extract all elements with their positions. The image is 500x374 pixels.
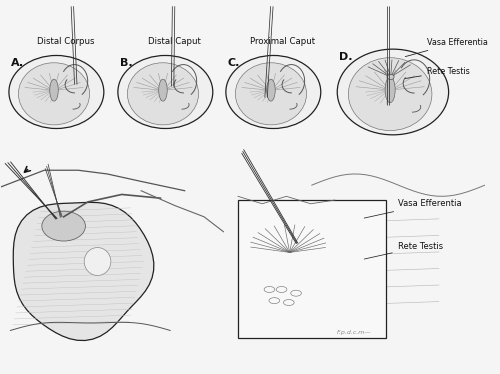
- Circle shape: [118, 55, 213, 129]
- Ellipse shape: [128, 63, 198, 125]
- Ellipse shape: [236, 63, 306, 125]
- Ellipse shape: [84, 248, 111, 276]
- Polygon shape: [14, 202, 154, 340]
- Circle shape: [9, 55, 104, 129]
- Ellipse shape: [266, 79, 275, 101]
- Text: D.: D.: [339, 52, 352, 62]
- Text: Rete Testis: Rete Testis: [406, 67, 469, 79]
- Circle shape: [388, 74, 394, 80]
- Bar: [238, 200, 386, 338]
- Text: A.: A.: [11, 58, 24, 68]
- Ellipse shape: [18, 63, 90, 125]
- Circle shape: [337, 49, 448, 135]
- Ellipse shape: [158, 79, 167, 101]
- Ellipse shape: [50, 79, 58, 101]
- Text: Rete Testis: Rete Testis: [364, 242, 443, 259]
- Ellipse shape: [385, 77, 395, 103]
- Text: Proximal Caput: Proximal Caput: [250, 37, 316, 46]
- Ellipse shape: [348, 58, 432, 131]
- Text: F.p.d.c.m—: F.p.d.c.m—: [337, 330, 372, 335]
- Text: Vasa Efferentia: Vasa Efferentia: [406, 38, 487, 56]
- Text: Vasa Efferentia: Vasa Efferentia: [364, 199, 462, 218]
- Ellipse shape: [42, 211, 86, 241]
- Text: Distal Caput: Distal Caput: [148, 37, 202, 46]
- Text: Distal Corpus: Distal Corpus: [37, 37, 94, 46]
- Text: C.: C.: [228, 58, 240, 68]
- Circle shape: [226, 55, 321, 129]
- Text: B.: B.: [120, 58, 132, 68]
